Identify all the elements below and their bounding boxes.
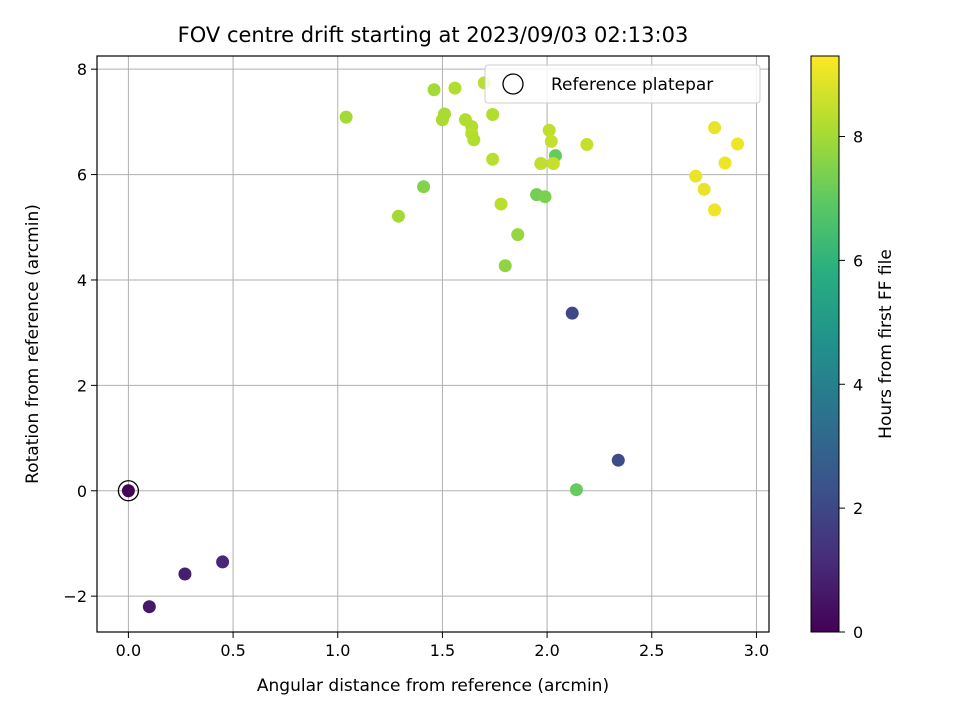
reference-platepar-marker xyxy=(117,480,140,502)
y-axis-ticks: −2 0 2 4 6 8 xyxy=(63,60,97,606)
colorbar-tick-label: 8 xyxy=(853,128,863,147)
data-point xyxy=(708,121,722,135)
data-point xyxy=(565,306,579,320)
legend-box xyxy=(484,64,761,104)
data-point xyxy=(611,453,625,467)
colorbar-tick-label: 0 xyxy=(853,623,863,642)
data-point xyxy=(494,197,508,211)
data-point xyxy=(718,156,732,170)
x-tick-label: 1.5 xyxy=(430,641,455,660)
colorbar-gradient xyxy=(810,55,840,633)
y-tick-label: −2 xyxy=(63,587,87,606)
y-tick-label: 4 xyxy=(77,271,87,290)
y-tick-label: 0 xyxy=(77,482,87,501)
data-point xyxy=(438,107,452,121)
x-axis-ticks: 0.0 0.5 1.0 1.5 2.0 2.5 3.0 xyxy=(116,632,769,660)
data-point xyxy=(121,484,135,498)
colorbar-label: Hours from first FF file xyxy=(876,249,896,439)
x-tick-label: 3.0 xyxy=(744,641,769,660)
x-tick-label: 1.0 xyxy=(325,641,350,660)
data-point xyxy=(486,107,500,121)
data-point xyxy=(697,182,711,196)
data-point xyxy=(178,567,192,581)
legend-label: Reference platepar xyxy=(551,75,713,95)
data-point xyxy=(511,228,525,242)
data-point xyxy=(142,600,156,614)
data-point xyxy=(708,203,722,217)
x-axis-label: Angular distance from reference (arcmin) xyxy=(257,676,609,696)
chart-title: FOV centre drift starting at 2023/09/03 … xyxy=(178,23,689,47)
data-point xyxy=(580,138,594,152)
legend-marker xyxy=(502,73,524,95)
colorbar-ticks: 0 2 4 6 8 xyxy=(839,128,863,642)
data-points xyxy=(117,76,745,614)
y-tick-label: 6 xyxy=(77,166,87,185)
x-tick-label: 2.0 xyxy=(534,641,559,660)
data-point xyxy=(448,81,462,95)
data-point xyxy=(498,259,512,273)
data-point xyxy=(731,137,745,151)
data-point xyxy=(538,190,552,204)
data-point xyxy=(534,157,548,171)
data-point xyxy=(486,152,500,166)
plot-frame xyxy=(96,55,770,633)
data-point xyxy=(417,180,431,194)
data-point xyxy=(569,483,583,497)
colorbar-tick-label: 2 xyxy=(853,499,863,518)
x-tick-label: 0.0 xyxy=(116,641,141,660)
y-axis-label: Rotation from reference (arcmin) xyxy=(23,204,43,484)
colorbar-tick-label: 6 xyxy=(853,251,863,270)
y-tick-label: 2 xyxy=(77,376,87,395)
colorbar: 0 2 4 6 8 Hours from first FF file xyxy=(810,55,896,642)
data-point xyxy=(544,134,558,148)
data-point xyxy=(689,169,703,183)
data-point xyxy=(546,157,560,171)
data-point xyxy=(339,110,353,124)
x-tick-label: 0.5 xyxy=(220,641,245,660)
data-point xyxy=(542,123,556,137)
legend: Reference platepar xyxy=(484,64,761,104)
x-tick-label: 2.5 xyxy=(639,641,664,660)
data-point xyxy=(391,209,405,223)
y-tick-label: 8 xyxy=(77,60,87,79)
data-point xyxy=(467,133,481,147)
grid-lines xyxy=(97,56,769,632)
data-point xyxy=(216,555,230,569)
data-point xyxy=(427,83,441,97)
colorbar-tick-label: 4 xyxy=(853,375,863,394)
